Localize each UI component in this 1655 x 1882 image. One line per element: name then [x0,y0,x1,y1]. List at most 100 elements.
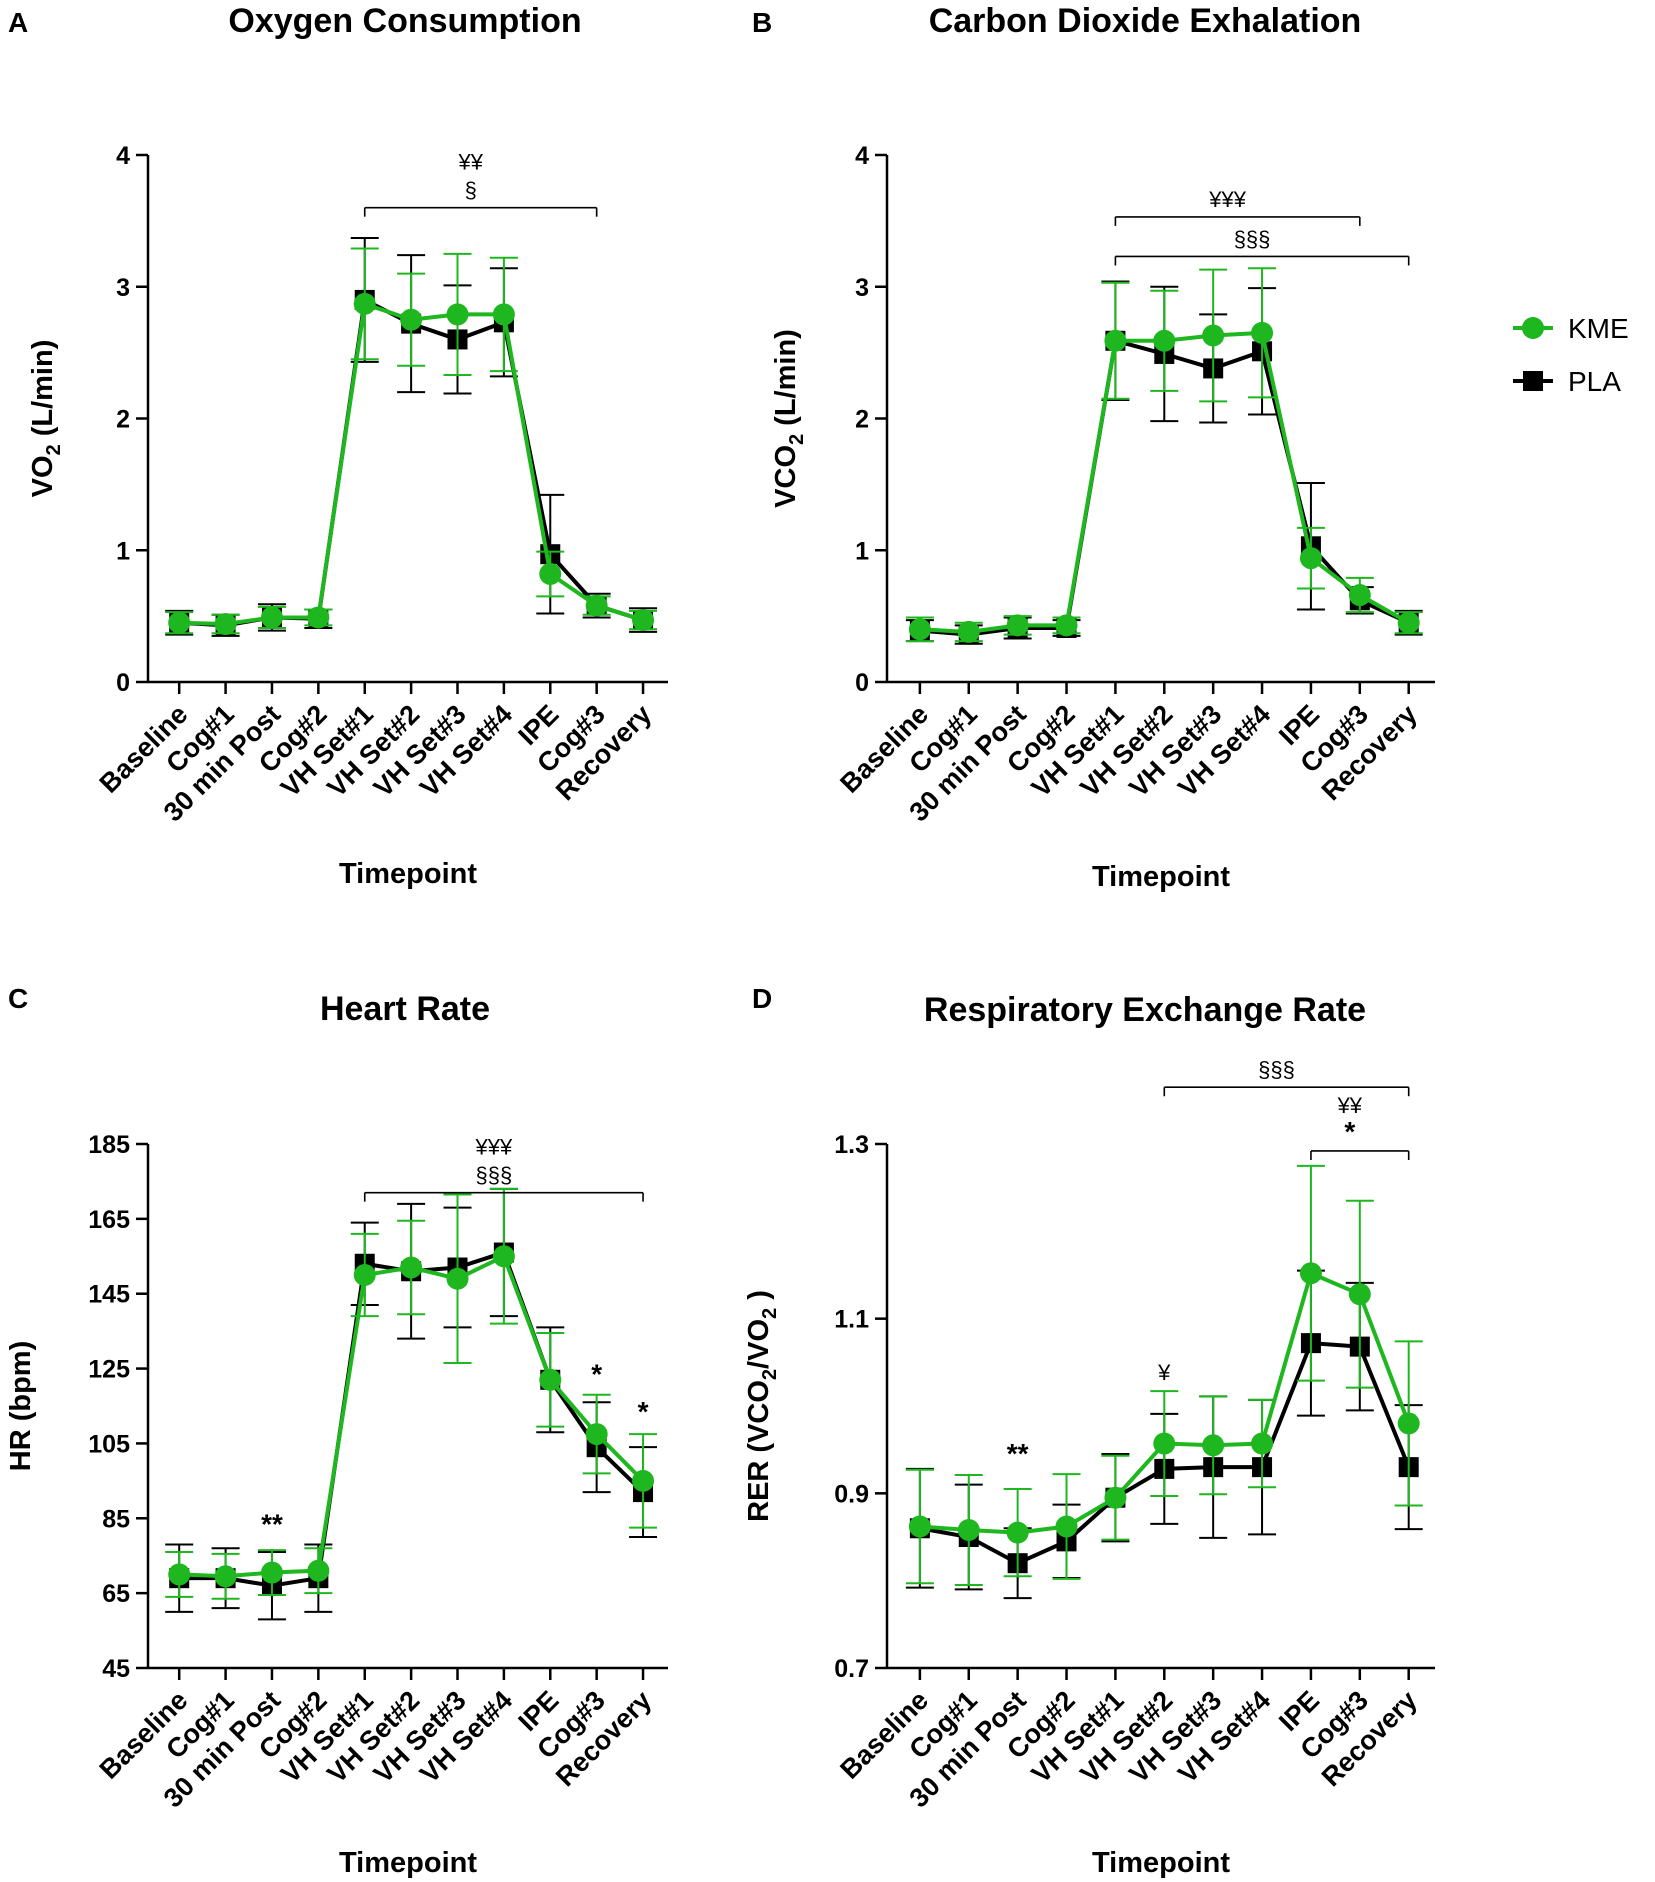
data-point [1202,1434,1225,1457]
data-point [1202,324,1225,347]
x-axis-label: Timepoint [339,1847,477,1879]
significance-marker: * [638,1396,649,1427]
y-tick-label: 0 [116,669,130,697]
significance-label: §§§ [1234,226,1271,251]
panel-d: D Respiratory Exchange Rate0.70.91.11.3Ba… [743,983,1435,1879]
data-point [1397,1412,1420,1435]
legend-label: PLA [1568,366,1621,397]
y-tick-label: 2 [855,406,869,434]
y-tick-label: 4 [855,142,869,170]
data-point [492,1245,515,1268]
data-point [908,1515,931,1538]
data-point [307,1559,330,1582]
y-tick-label: 1.1 [834,1306,869,1334]
data-point [1397,611,1420,634]
series-kme [905,267,1423,643]
data-point [168,1563,191,1586]
data-point [957,1519,980,1542]
data-point [260,606,283,629]
y-tick-label: 3 [116,274,130,302]
significance-label: §§§ [476,1163,513,1188]
significance-label: § [465,178,477,203]
y-axis-label: VO2 (L/min) [27,340,65,498]
y-tick-label: 65 [102,1580,130,1608]
series-kme [165,247,658,636]
y-tick-label: 4 [116,142,130,170]
panel-a: A Oxygen Consumption01234BaselineCog#130 … [8,2,668,890]
data-point [446,303,469,326]
x-axis-label: Timepoint [1092,1847,1230,1879]
data-point [957,620,980,643]
data-point [585,1423,608,1446]
series-kme [165,1187,658,1600]
y-tick-label: 45 [102,1655,130,1683]
significance-label: * [1344,1116,1355,1147]
data-point [400,308,423,331]
panel-letter: C [8,983,28,1014]
significance-marker: ¥ [1157,1360,1171,1385]
y-tick-label: 1 [116,537,130,565]
data-point [1251,321,1274,344]
y-tick-label: 105 [88,1430,130,1458]
legend-item-pla: PLA [1513,366,1621,397]
data-point [353,292,376,315]
legend-item-kme: KME [1513,313,1629,344]
data-point [1104,329,1127,352]
data-point [214,1565,237,1588]
series-kme [905,1164,1423,1587]
data-point [446,1267,469,1290]
data-point [1055,614,1078,637]
data-point [1299,547,1322,570]
significance-label: ¥¥ [1337,1093,1363,1118]
significance-label: ¥¥¥ [475,1135,513,1160]
data-point [1153,1432,1176,1455]
significance-marker: * [591,1359,602,1390]
data-point [1299,1262,1322,1285]
y-tick-label: 0.7 [834,1655,869,1683]
significance-marker: ** [1007,1438,1029,1469]
panel-b: B Carbon Dioxide Exhalation01234BaselineC… [752,2,1435,893]
y-tick-label: 85 [102,1505,130,1533]
y-tick-label: 1.3 [834,1131,869,1159]
data-point [539,562,562,585]
data-point [214,613,237,636]
y-axis-label: VCO2 (L/min) [770,329,808,508]
y-tick-label: 1 [855,537,869,565]
data-point [1055,1515,1078,1538]
chart-title: Carbon Dioxide Exhalation [929,2,1362,40]
significance-label: ¥¥ [457,150,483,175]
data-point [1348,584,1371,607]
data-point [492,303,515,326]
data-point [1006,614,1029,637]
chart-title: Respiratory Exchange Rate [924,991,1366,1029]
data-point [632,1469,655,1492]
data-point [632,609,655,632]
panel-c: C Heart Rate456585105125145165185Baseline… [5,983,668,1879]
y-tick-label: 125 [88,1356,130,1384]
significance-marker: ** [261,1508,283,1539]
y-tick-label: 0.9 [834,1480,869,1508]
data-point [307,606,330,629]
data-point [1006,1521,1029,1544]
panel-letter: B [752,7,772,38]
legend-marker [1523,371,1543,391]
data-point [353,1264,376,1286]
y-tick-label: 0 [855,669,869,697]
legend-marker [1522,317,1544,339]
legend: KME PLA [1513,313,1629,397]
panel-letter: A [8,7,28,38]
data-point [400,1256,423,1279]
data-point [168,611,191,634]
panel-letter: D [752,983,772,1014]
data-point [1104,1486,1127,1509]
y-axis-label: RER (VCO2/VO2 ) [743,1290,781,1522]
data-point [260,1561,283,1584]
y-tick-label: 185 [88,1131,130,1159]
x-axis-label: Timepoint [1092,861,1230,893]
x-axis-label: Timepoint [339,858,477,890]
significance-label: ¥¥¥ [1208,187,1246,212]
data-point [1348,1283,1371,1306]
y-tick-label: 3 [855,274,869,302]
y-axis-label: HR (bpm) [5,1341,37,1471]
data-point [1251,1432,1274,1455]
